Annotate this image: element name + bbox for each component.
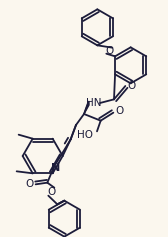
- Polygon shape: [84, 101, 89, 114]
- Text: O: O: [47, 187, 55, 197]
- Text: O: O: [105, 46, 113, 56]
- Text: O: O: [26, 179, 34, 189]
- Text: O: O: [127, 81, 135, 91]
- Text: N: N: [51, 163, 61, 173]
- Text: HN: HN: [86, 98, 102, 108]
- Text: HO: HO: [77, 130, 93, 140]
- Text: O: O: [115, 106, 123, 116]
